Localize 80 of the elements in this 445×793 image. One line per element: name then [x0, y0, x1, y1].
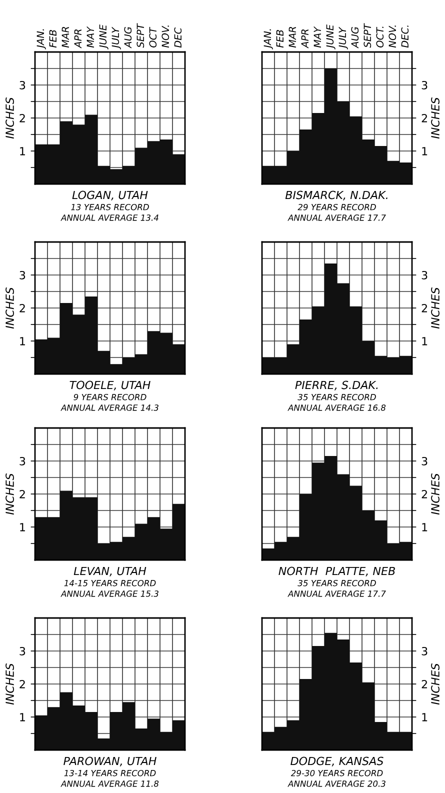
y-tick-label: 2: [20, 680, 25, 688]
x-tick-label: JAN.: [264, 29, 273, 50]
x-tick-label: JULY: [112, 26, 121, 50]
x-tick-label: APR: [74, 29, 82, 48]
text: TOOELE, UTAH: [70, 380, 150, 390]
y-tick-label: 1: [20, 147, 25, 156]
x-tick-label: FEB: [49, 30, 56, 48]
text: ANNUAL AVERAGE 17.7: [288, 590, 386, 597]
text: ANNUAL AVERAGE 15.3: [60, 590, 158, 597]
y-axis-title: INCHES: [6, 287, 14, 329]
text: 13 YEARS RECORD: [71, 204, 149, 210]
text: ANNUAL AVERAGE 13.4: [60, 214, 158, 221]
x-tick-label: MAR: [62, 26, 69, 48]
text: 29-30 YEARS RECORD: [290, 770, 383, 776]
x-tick-label: JULY: [338, 26, 348, 50]
text: LOGAN, UTAH: [72, 190, 148, 200]
y-tick-label: 1: [20, 523, 25, 532]
x-tick-label: JUNE: [326, 24, 336, 50]
x-tick-label: MAY: [86, 26, 94, 48]
text: ANNUAL AVERAGE 11.8: [60, 780, 159, 787]
y-tick-label: 2: [20, 114, 25, 122]
y-tick-label: 3: [422, 456, 428, 466]
y-tick-label: 2: [422, 680, 427, 688]
y-axis-title: INCHES: [431, 287, 440, 329]
y-tick-label: 3: [20, 646, 26, 656]
y-tick-label: 3: [422, 646, 428, 656]
x-tick-label: JAN.: [36, 29, 46, 50]
y-tick-label: 3: [422, 80, 428, 90]
text: 35 YEARS RECORD: [298, 394, 376, 400]
y-tick-label: 2: [20, 490, 25, 498]
text: 35 YEARS RECORD: [298, 580, 376, 586]
text: DODGE, KANSAS: [290, 756, 384, 766]
text: ANNUAL AVERAGE 16.8: [288, 404, 386, 411]
x-tick-label: DEC: [174, 27, 182, 48]
x-tick-label: DEC.: [401, 26, 409, 48]
x-tick-label: FEB: [276, 30, 284, 48]
text: LEVAN, UTAH: [74, 566, 146, 576]
text: NORTH PLATTE, NEB: [278, 566, 395, 576]
y-tick-label: 1: [422, 713, 428, 722]
x-tick-label: MAY: [314, 26, 321, 48]
y-axis-title: INCHES: [6, 473, 14, 515]
text: PIERRE, S.DAK.: [295, 380, 378, 390]
text: ANNUAL AVERAGE 14.3: [60, 404, 158, 411]
x-tick-label: MAR: [288, 26, 296, 48]
y-tick-label: 3: [422, 270, 428, 280]
y-tick-label: 2: [422, 490, 427, 498]
text: 13-14 YEARS RECORD: [64, 770, 156, 776]
y-axis-title: INCHES: [431, 97, 440, 139]
text: ANNUAL AVERAGE 17.7: [288, 214, 386, 221]
x-tick-label: SEPT: [136, 23, 144, 48]
y-tick-label: 1: [422, 147, 428, 156]
text: 29 YEARS RECORD: [298, 204, 376, 210]
y-tick-label: 1: [422, 523, 428, 532]
x-tick-label: SEPT: [364, 23, 372, 48]
text: ANNUAL AVERAGE 20.3: [288, 780, 386, 787]
text: 9 YEARS RECORD: [74, 394, 146, 400]
y-tick-label: 1: [20, 337, 25, 346]
text: BISMARCK, N.DAK.: [285, 190, 388, 200]
text: PAROWAN, UTAH: [64, 756, 156, 766]
y-tick-label: 2: [20, 304, 25, 312]
x-tick-label: AUG: [124, 27, 132, 48]
y-tick-label: 3: [20, 456, 26, 466]
y-tick-label: 2: [422, 304, 427, 312]
x-tick-label: APR: [301, 29, 308, 48]
y-tick-label: 2: [422, 114, 427, 122]
x-tick-label: NOV.: [388, 26, 396, 48]
x-tick-label: OCT: [149, 26, 157, 48]
y-tick-label: 3: [20, 80, 26, 90]
x-tick-label: JUNE: [99, 24, 108, 50]
y-axis-title: INCHES: [431, 663, 440, 705]
text: 14-15 YEARS RECORD: [64, 580, 156, 586]
x-tick-label: NOV.: [162, 26, 170, 48]
y-tick-label: 1: [422, 337, 428, 346]
y-tick-label: 3: [20, 270, 26, 280]
x-tick-label: AUG: [351, 27, 359, 48]
y-axis-title: INCHES: [431, 473, 440, 515]
y-tick-label: 1: [20, 713, 25, 722]
y-axis-title: INCHES: [6, 97, 14, 139]
y-axis-title: INCHES: [6, 663, 14, 705]
x-tick-label: OCT.: [376, 26, 384, 48]
